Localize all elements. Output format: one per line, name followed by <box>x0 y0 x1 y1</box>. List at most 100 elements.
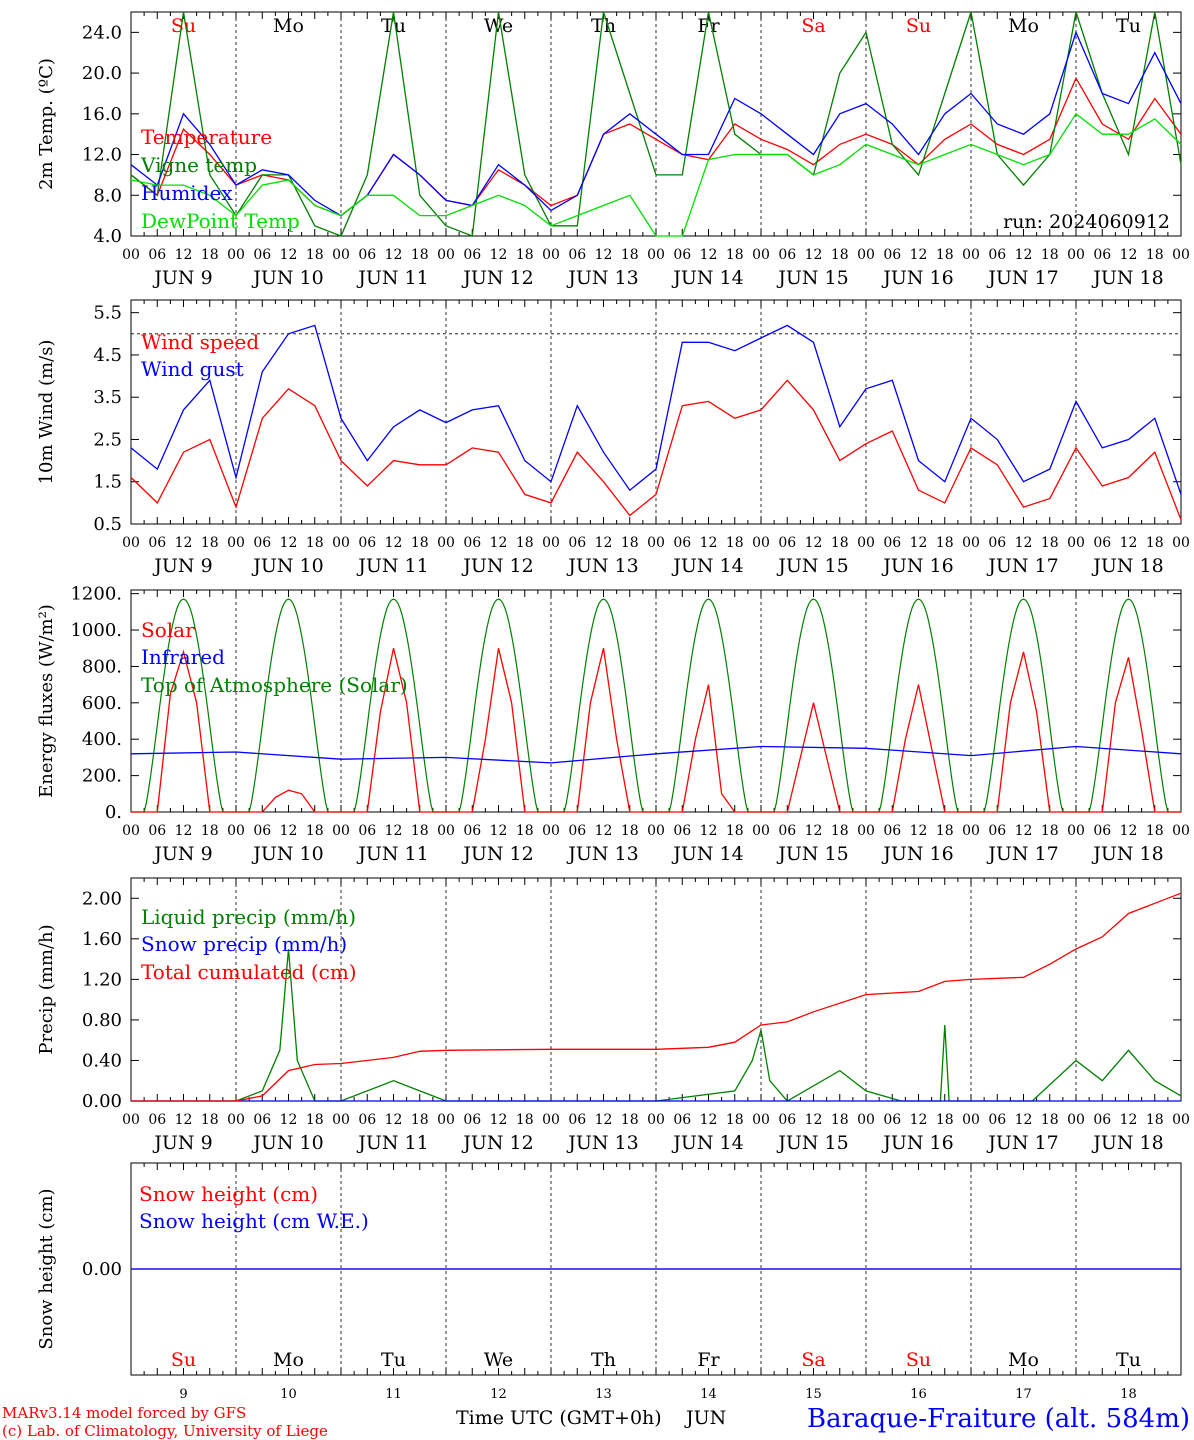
hour-tick-label: 06 <box>148 1112 166 1128</box>
hour-tick-label: 00 <box>1172 535 1190 551</box>
hour-tick-label: 18 <box>621 247 639 263</box>
run-label: run: 2024060912 <box>1003 211 1170 233</box>
hour-tick-label: 18 <box>1041 823 1059 839</box>
hour-tick-label: 06 <box>1093 247 1111 263</box>
hour-tick-label: 00 <box>647 1112 665 1128</box>
hour-tick-label: 06 <box>253 247 271 263</box>
hour-tick-label: 12 <box>490 823 508 839</box>
hour-tick-label: 12 <box>910 823 928 839</box>
hour-tick-label: 12 <box>490 535 508 551</box>
hour-tick-label: 06 <box>1093 823 1111 839</box>
hour-tick-label: 06 <box>358 823 376 839</box>
hour-tick-label: 00 <box>752 823 770 839</box>
date-label: JUN 12 <box>461 267 533 289</box>
hour-tick-label: 12 <box>385 1112 403 1128</box>
y-tick-label: 800. <box>82 656 122 677</box>
date-label: JUN 16 <box>881 843 953 865</box>
date-label: JUN 11 <box>356 555 428 577</box>
series-line-1-0 <box>130 379 1182 521</box>
date-label: JUN 10 <box>251 555 323 577</box>
day-number-label: 17 <box>1015 1387 1032 1402</box>
hour-tick-label: 00 <box>857 535 875 551</box>
series-line-1-1 <box>130 324 1182 495</box>
hour-tick-label: 12 <box>1015 247 1033 263</box>
day-number-label: 18 <box>1120 1387 1137 1402</box>
date-label: JUN 16 <box>881 1132 953 1154</box>
legend-entry: Vigne temp <box>140 153 257 177</box>
hour-tick-label: 12 <box>490 247 508 263</box>
date-label: JUN 12 <box>461 555 533 577</box>
y-axis-label: 2m Temp. (ºC) <box>36 58 57 190</box>
date-label: JUN 18 <box>1091 555 1163 577</box>
weekday-label: Su <box>906 15 931 37</box>
date-label: JUN 11 <box>356 267 428 289</box>
hour-tick-label: 00 <box>542 535 560 551</box>
legend-entry: Wind speed <box>141 330 259 354</box>
hour-tick-label: 18 <box>831 535 849 551</box>
hour-tick-label: 18 <box>621 823 639 839</box>
hour-tick-label: 12 <box>175 823 193 839</box>
hour-tick-label: 00 <box>437 823 455 839</box>
date-label: JUN 9 <box>152 1132 212 1154</box>
footer-model: MARv3.14 model forced by GFS <box>2 1404 246 1422</box>
day-number-label: 11 <box>385 1387 402 1402</box>
weekday-label: Sa <box>801 1349 825 1371</box>
weekday-label: Th <box>591 1349 616 1371</box>
hour-tick-label: 00 <box>227 535 245 551</box>
hour-tick-label: 12 <box>1015 823 1033 839</box>
hour-tick-label: 00 <box>332 1112 350 1128</box>
date-label: JUN 9 <box>152 555 212 577</box>
hour-tick-label: 18 <box>831 247 849 263</box>
hour-tick-label: 00 <box>857 823 875 839</box>
hour-tick-label: 06 <box>673 247 691 263</box>
footer-time-label: Time UTC (GMT+0h) <box>456 1407 662 1429</box>
hour-tick-label: 00 <box>122 823 140 839</box>
hour-tick-label: 12 <box>385 535 403 551</box>
hour-tick-label: 12 <box>1015 535 1033 551</box>
hour-tick-label: 00 <box>752 247 770 263</box>
hour-tick-label: 12 <box>175 1112 193 1128</box>
hour-tick-label: 12 <box>1120 1112 1138 1128</box>
hour-tick-label: 00 <box>437 535 455 551</box>
hour-tick-label: 06 <box>673 535 691 551</box>
hour-tick-label: 18 <box>201 247 219 263</box>
y-tick-label: 8.0 <box>93 185 122 206</box>
hour-tick-label: 12 <box>385 823 403 839</box>
hour-tick-label: 18 <box>306 823 324 839</box>
date-label: JUN 11 <box>356 1132 428 1154</box>
hour-tick-label: 06 <box>673 823 691 839</box>
weekday-label: Mo <box>1008 1349 1039 1371</box>
hour-tick-label: 06 <box>463 535 481 551</box>
hour-tick-label: 18 <box>726 823 744 839</box>
legend-entry: Total cumulated (cm) <box>141 960 357 984</box>
panel-3 <box>130 589 1182 813</box>
hour-tick-label: 06 <box>463 823 481 839</box>
weekday-label: Tu <box>381 15 406 37</box>
date-label: JUN 16 <box>881 267 953 289</box>
y-tick-label: 0.80 <box>82 1010 122 1031</box>
hour-tick-label: 06 <box>358 535 376 551</box>
hour-tick-label: 06 <box>568 247 586 263</box>
hour-tick-label: 00 <box>1172 247 1190 263</box>
day-number-label: 14 <box>700 1387 717 1402</box>
hour-tick-label: 12 <box>700 1112 718 1128</box>
hour-tick-label: 00 <box>647 247 665 263</box>
hour-tick-label: 06 <box>253 1112 271 1128</box>
hour-tick-label: 06 <box>988 1112 1006 1128</box>
hour-tick-label: 06 <box>358 1112 376 1128</box>
hour-tick-label: 18 <box>306 535 324 551</box>
y-tick-label: 0.00 <box>82 1091 122 1112</box>
weekday-label: Sa <box>801 15 825 37</box>
y-tick-label: 0.40 <box>82 1050 122 1071</box>
hour-tick-label: 06 <box>148 823 166 839</box>
hour-tick-label: 00 <box>227 247 245 263</box>
hour-tick-label: 18 <box>831 823 849 839</box>
hour-tick-label: 12 <box>805 823 823 839</box>
date-label: JUN 18 <box>1091 843 1163 865</box>
hour-tick-label: 06 <box>463 1112 481 1128</box>
legend-entry: Snow height (cm W.E.) <box>139 1209 369 1233</box>
hour-tick-label: 12 <box>595 535 613 551</box>
weekday-label: We <box>484 15 513 37</box>
series-line-2-1 <box>130 745 1182 764</box>
